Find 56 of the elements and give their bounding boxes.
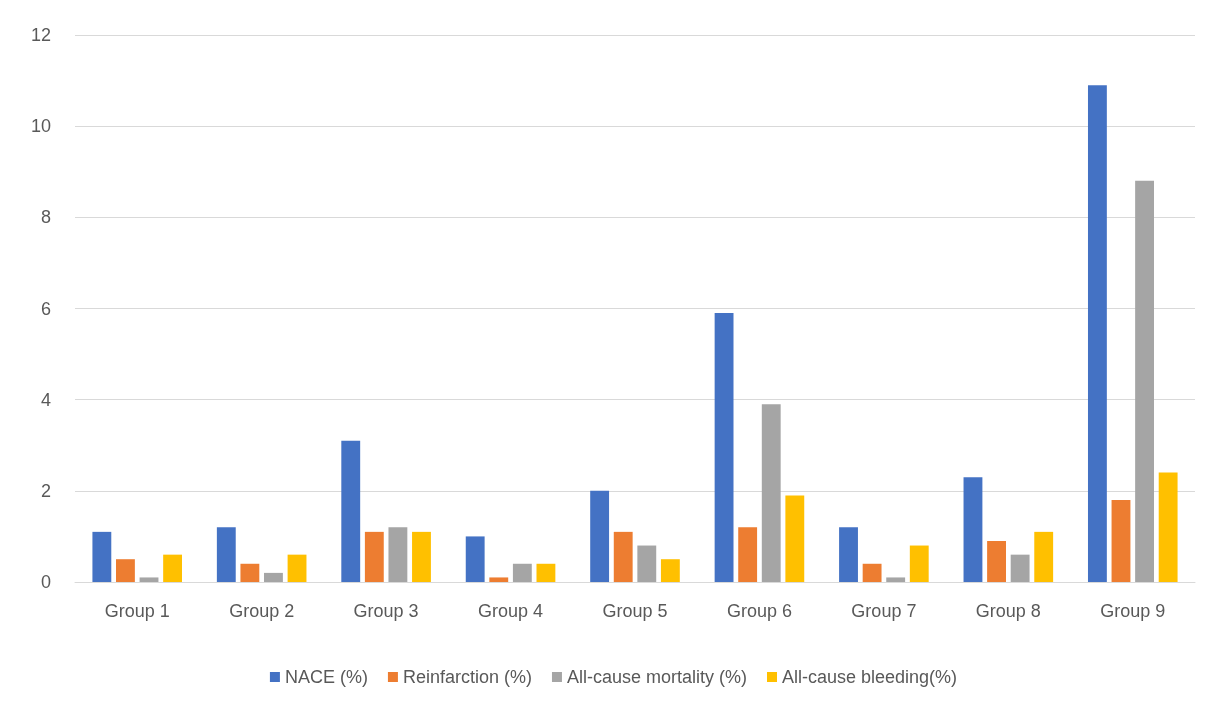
x-tick-label: Group 9 — [1100, 601, 1166, 621]
bar — [216, 527, 236, 582]
x-tick-label: Group 2 — [229, 601, 295, 621]
bar — [92, 531, 112, 582]
x-tick-label: Group 7 — [851, 601, 917, 621]
bar — [660, 559, 680, 582]
bar — [862, 563, 882, 582]
bar — [489, 577, 509, 582]
bar — [364, 531, 384, 582]
bar — [1034, 531, 1054, 582]
bar — [1087, 85, 1107, 582]
legend-label: All-cause mortality (%) — [566, 667, 748, 687]
bar — [963, 477, 983, 582]
legend-label: NACE (%) — [284, 667, 368, 687]
bar — [590, 490, 610, 582]
y-tick-label: 12 — [30, 25, 51, 45]
bar — [1010, 554, 1030, 582]
bar — [240, 563, 260, 582]
bar — [613, 531, 633, 582]
x-tick-label: Group 6 — [726, 601, 792, 621]
bar — [785, 495, 805, 582]
bar — [116, 559, 135, 582]
bar — [465, 536, 485, 582]
y-tick-label: 10 — [30, 116, 51, 137]
bar — [139, 577, 159, 582]
bar — [714, 313, 734, 582]
bar — [536, 563, 556, 582]
x-tick-label: Group 4 — [478, 601, 544, 621]
x-tick-label: Group 5 — [602, 601, 668, 621]
bar — [1111, 499, 1131, 582]
bar — [637, 545, 657, 582]
bar — [1158, 472, 1178, 582]
y-tick-label: 4 — [40, 389, 51, 410]
x-tick-label: Group 1 — [104, 601, 170, 621]
x-tick-label: Group 3 — [353, 601, 419, 621]
bar — [412, 531, 431, 582]
y-tick-label: 6 — [40, 298, 51, 319]
bar — [1135, 180, 1154, 582]
bar — [839, 527, 858, 582]
bar — [264, 572, 283, 582]
bar — [909, 545, 929, 582]
bar — [512, 563, 532, 582]
y-tick-label: 8 — [40, 207, 51, 228]
bar — [738, 527, 758, 582]
y-tick-label: 0 — [40, 572, 51, 592]
bar — [886, 577, 906, 582]
bar — [287, 554, 307, 582]
y-tick-label: 2 — [40, 480, 51, 501]
legend-label: Reinfarction (%) — [402, 667, 532, 687]
bar — [163, 554, 183, 582]
bar — [987, 540, 1006, 582]
x-tick-label: Group 8 — [975, 601, 1041, 621]
bar — [341, 440, 361, 582]
bar — [388, 527, 408, 582]
legend-label: All-cause bleeding(%) — [782, 667, 958, 687]
bar — [761, 404, 781, 582]
